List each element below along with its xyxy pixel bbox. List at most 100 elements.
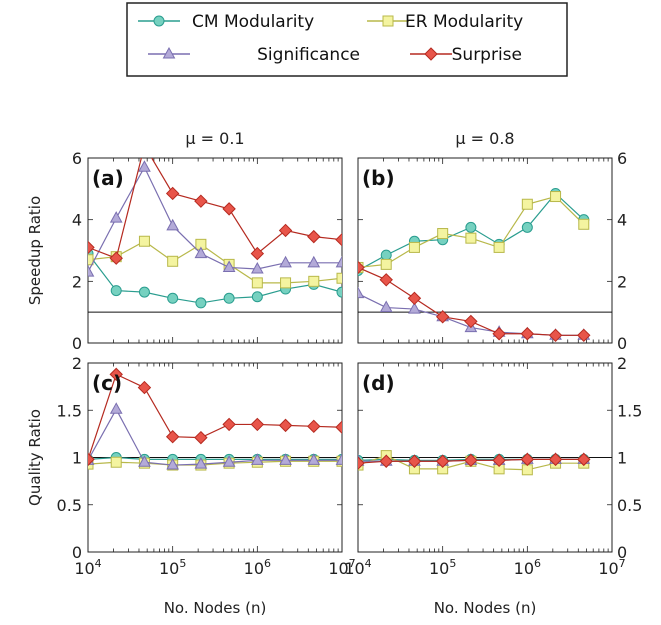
y-axis-title: Quality Ratio [26, 409, 44, 506]
data-point [437, 228, 449, 240]
y-tick-label: 2 [617, 354, 627, 373]
x-tick-label: 104 [344, 557, 371, 578]
data-point [167, 292, 179, 304]
data-point [167, 255, 179, 267]
data-point [109, 367, 123, 382]
legend-item: Surprise [410, 45, 522, 65]
legend-marker [424, 47, 438, 61]
data-point [408, 241, 420, 253]
data-point [379, 454, 393, 468]
x-axis-title: No. Nodes (n) [164, 599, 267, 617]
y-tick-label: 2 [72, 354, 82, 373]
data-point [195, 297, 207, 309]
data-point [380, 258, 392, 270]
data-point [465, 232, 477, 244]
y-tick-label: 0.5 [57, 496, 82, 515]
data-point [379, 273, 393, 287]
data-point [165, 430, 180, 444]
data-point [336, 286, 342, 298]
data-point [165, 186, 180, 201]
data-point [308, 275, 320, 287]
series-line [88, 158, 342, 260]
data-point [138, 235, 150, 247]
data-point [358, 260, 365, 275]
data-point [278, 223, 293, 238]
y-tick-label: 4 [617, 211, 627, 230]
data-point [279, 255, 292, 268]
data-point [138, 286, 150, 298]
data-point [577, 452, 591, 467]
y-tick-label: 0 [617, 334, 627, 353]
column-title: μ = 0.8 [455, 129, 514, 148]
legend-box [126, 2, 568, 77]
data-point [250, 246, 265, 261]
data-point [251, 291, 263, 303]
data-point [380, 249, 392, 261]
y-tick-label: 1.5 [57, 401, 82, 420]
data-point [465, 221, 477, 233]
x-tick-label: 106 [244, 557, 271, 578]
data-point [464, 453, 478, 468]
y-tick-label: 2 [617, 272, 627, 291]
series-line [88, 240, 342, 284]
series-line [88, 165, 342, 273]
data-point [194, 457, 208, 469]
x-tick-label: 106 [514, 557, 541, 578]
data-point [520, 452, 535, 467]
data-point [493, 241, 505, 253]
data-point [408, 302, 421, 314]
legend-marker [382, 15, 394, 27]
data-point [307, 419, 321, 434]
legend-marker [153, 15, 165, 27]
legend-label: Significance [257, 45, 360, 65]
series-group [88, 367, 342, 471]
data-point [379, 300, 393, 313]
data-point [194, 430, 208, 445]
y-tick-label: 1.5 [617, 401, 642, 420]
data-point [521, 464, 533, 476]
legend-item: CM Modularity [138, 12, 314, 32]
data-point [435, 310, 450, 324]
data-point [88, 265, 95, 277]
data-point [222, 455, 236, 467]
y-tick-label: 2 [72, 272, 82, 291]
series-line [88, 460, 342, 466]
data-point [250, 453, 264, 465]
series-line [88, 408, 342, 466]
panel-label: (c) [92, 371, 122, 395]
data-point [578, 218, 590, 230]
panel-a: 0 2 4 6 (a) μ = 0.1 Speedup Ratio [26, 129, 343, 353]
y-tick-label: 0 [617, 543, 627, 562]
y-tick-label: 0 [72, 334, 82, 353]
data-point [335, 233, 342, 247]
legend-item: ER Modularity [367, 12, 523, 32]
y-tick-label: 6 [617, 149, 627, 168]
data-point [335, 453, 342, 465]
data-point [358, 286, 365, 299]
panel-label: (b) [362, 166, 395, 190]
data-point [194, 194, 208, 208]
data-point [138, 160, 151, 172]
y-tick-label: 0.5 [617, 496, 642, 515]
series-group [358, 450, 591, 476]
data-point [88, 240, 95, 255]
legend-label: CM Modularity [192, 12, 314, 32]
legend-label: Surprise [452, 45, 522, 65]
data-point [109, 211, 123, 223]
series-group [88, 158, 342, 309]
x-axis-title: No. Nodes (n) [434, 599, 537, 617]
data-point [407, 291, 422, 305]
data-point [109, 402, 123, 414]
data-point [577, 328, 591, 342]
data-point [521, 198, 533, 210]
data-point [137, 380, 152, 395]
data-point [548, 328, 563, 342]
data-point [307, 229, 321, 244]
panel-frame [357, 157, 613, 344]
series-line [88, 456, 342, 460]
data-point [109, 251, 123, 265]
column-title: μ = 0.1 [185, 129, 244, 148]
y-tick-label: 6 [72, 149, 82, 168]
panel-label: (a) [92, 166, 124, 190]
series-line [88, 253, 342, 304]
